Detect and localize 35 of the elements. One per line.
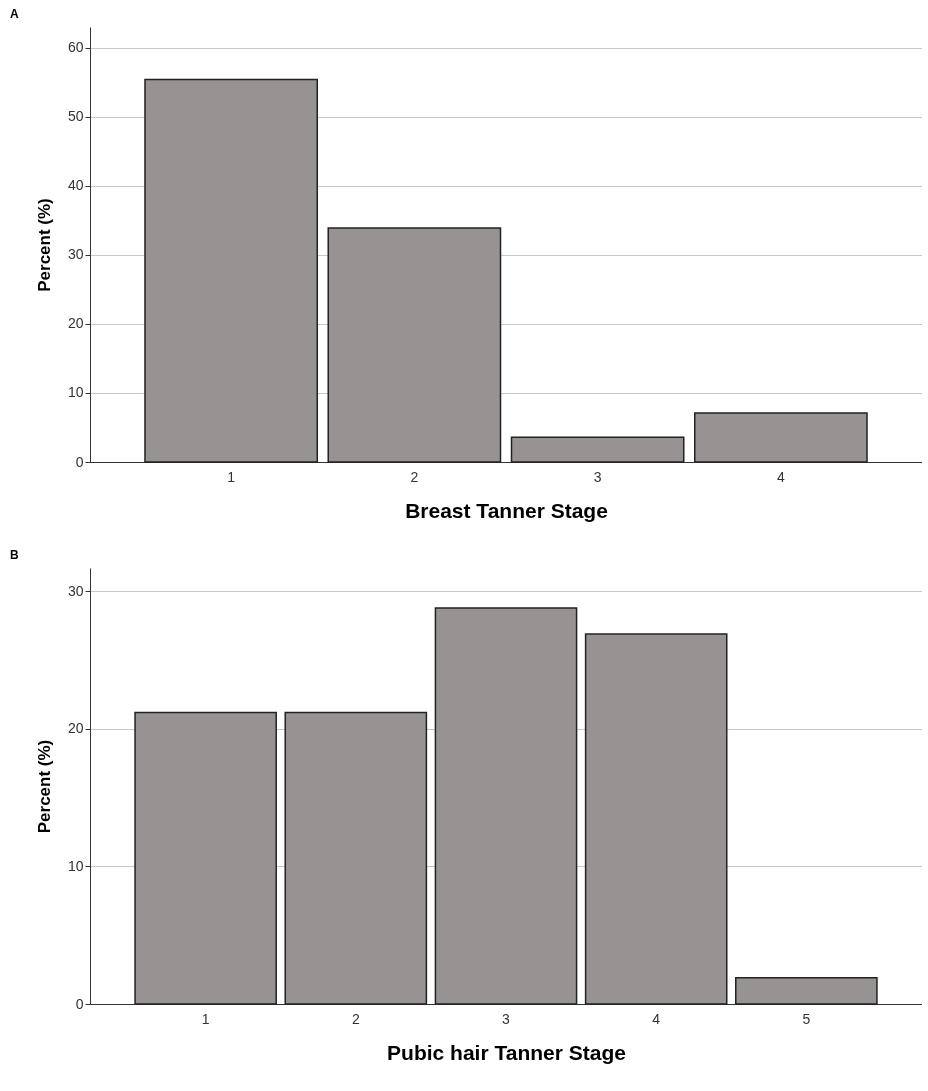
- y-tick-label: 50: [67, 108, 84, 125]
- y-axis-title: Percent (%): [34, 739, 54, 834]
- y-axis-title: Percent (%): [34, 198, 54, 292]
- x-tick-label: 1: [201, 1010, 210, 1027]
- y-tick-label: 60: [67, 39, 84, 56]
- chart-title: A: [10, 7, 19, 21]
- bar: [284, 711, 428, 1005]
- bar: [144, 78, 318, 463]
- x-tick-label: 4: [652, 1010, 661, 1027]
- bar: [584, 633, 728, 1005]
- y-tick-label: 10: [67, 857, 84, 874]
- x-tick-label: 2: [351, 1010, 360, 1027]
- y-tick-label: 0: [75, 995, 84, 1012]
- y-tick-label: 20: [67, 315, 84, 332]
- bar: [510, 436, 685, 463]
- y-tick-label: 0: [75, 453, 84, 470]
- bar: [694, 412, 868, 463]
- bar: [327, 227, 502, 463]
- x-tick-label: 4: [776, 468, 785, 485]
- bar: [735, 977, 878, 1005]
- x-tick-label: 3: [593, 468, 602, 485]
- y-tick-label: 40: [67, 177, 84, 194]
- y-tick-label: 30: [67, 246, 84, 263]
- bar: [434, 607, 578, 1005]
- bar: [134, 711, 277, 1005]
- x-tick-label: 5: [802, 1010, 811, 1027]
- x-axis-title: Breast Tanner Stage: [405, 498, 608, 522]
- chart-title: B: [10, 548, 19, 562]
- y-tick-label: 30: [67, 582, 84, 599]
- y-tick-label: 20: [67, 720, 84, 737]
- x-axis-title: Pubic hair Tanner Stage: [387, 1040, 626, 1064]
- y-tick-label: 10: [67, 384, 84, 401]
- x-tick-label: 2: [410, 468, 419, 485]
- x-tick-label: 3: [502, 1010, 511, 1027]
- x-tick-label: 1: [227, 468, 236, 485]
